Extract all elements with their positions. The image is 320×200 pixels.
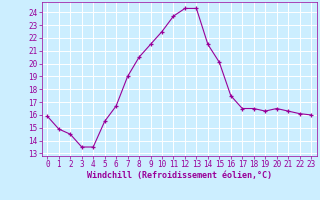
- X-axis label: Windchill (Refroidissement éolien,°C): Windchill (Refroidissement éolien,°C): [87, 171, 272, 180]
